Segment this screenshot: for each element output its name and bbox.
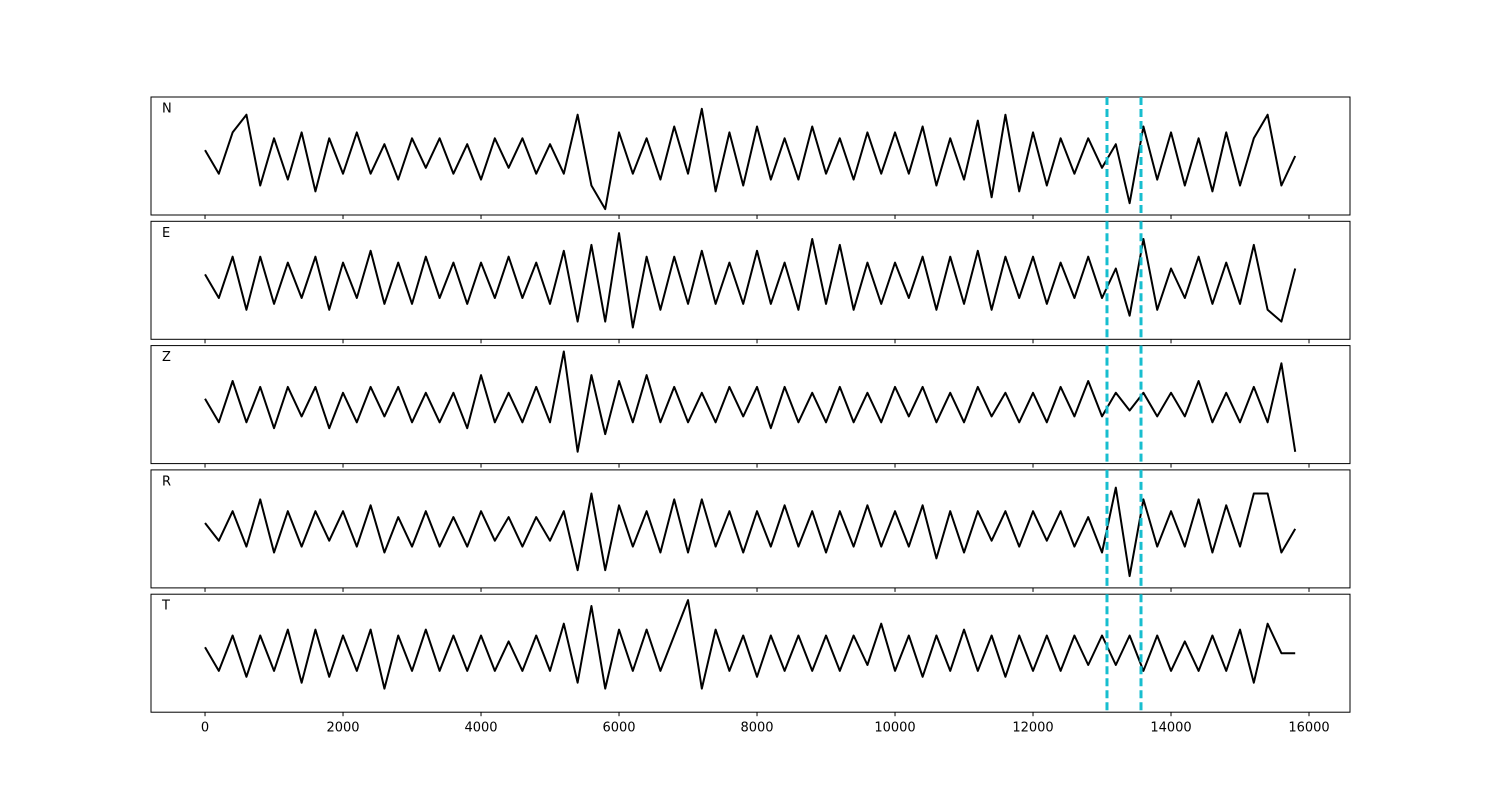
- x-tick-label: 4000: [464, 721, 497, 736]
- x-tick-label: 10000: [874, 721, 915, 736]
- x-tick-label: 16000: [1288, 721, 1329, 736]
- x-tick-label: 2000: [326, 721, 359, 736]
- panel-label: N: [162, 102, 172, 117]
- panel-label: T: [161, 599, 170, 614]
- panel-frame: [150, 96, 1351, 216]
- panel-label: R: [162, 474, 171, 489]
- waveform: [204, 486, 1297, 578]
- panel-label: E: [162, 226, 170, 241]
- x-tick-label: 8000: [740, 721, 773, 736]
- panel-frame: [150, 220, 1351, 340]
- x-tick-label: 12000: [1012, 721, 1053, 736]
- panel-frame: [150, 593, 1351, 713]
- panel-label: Z: [162, 350, 171, 365]
- waveform: [204, 232, 1297, 329]
- panel-frame: [150, 469, 1351, 589]
- x-tick-label: 0: [201, 721, 209, 736]
- waveform: [204, 599, 1296, 690]
- waveform: [204, 350, 1297, 453]
- x-tick-label: 6000: [602, 721, 635, 736]
- panel-frame: [150, 345, 1351, 465]
- x-tick-label: 14000: [1150, 721, 1191, 736]
- waveform: [204, 107, 1297, 211]
